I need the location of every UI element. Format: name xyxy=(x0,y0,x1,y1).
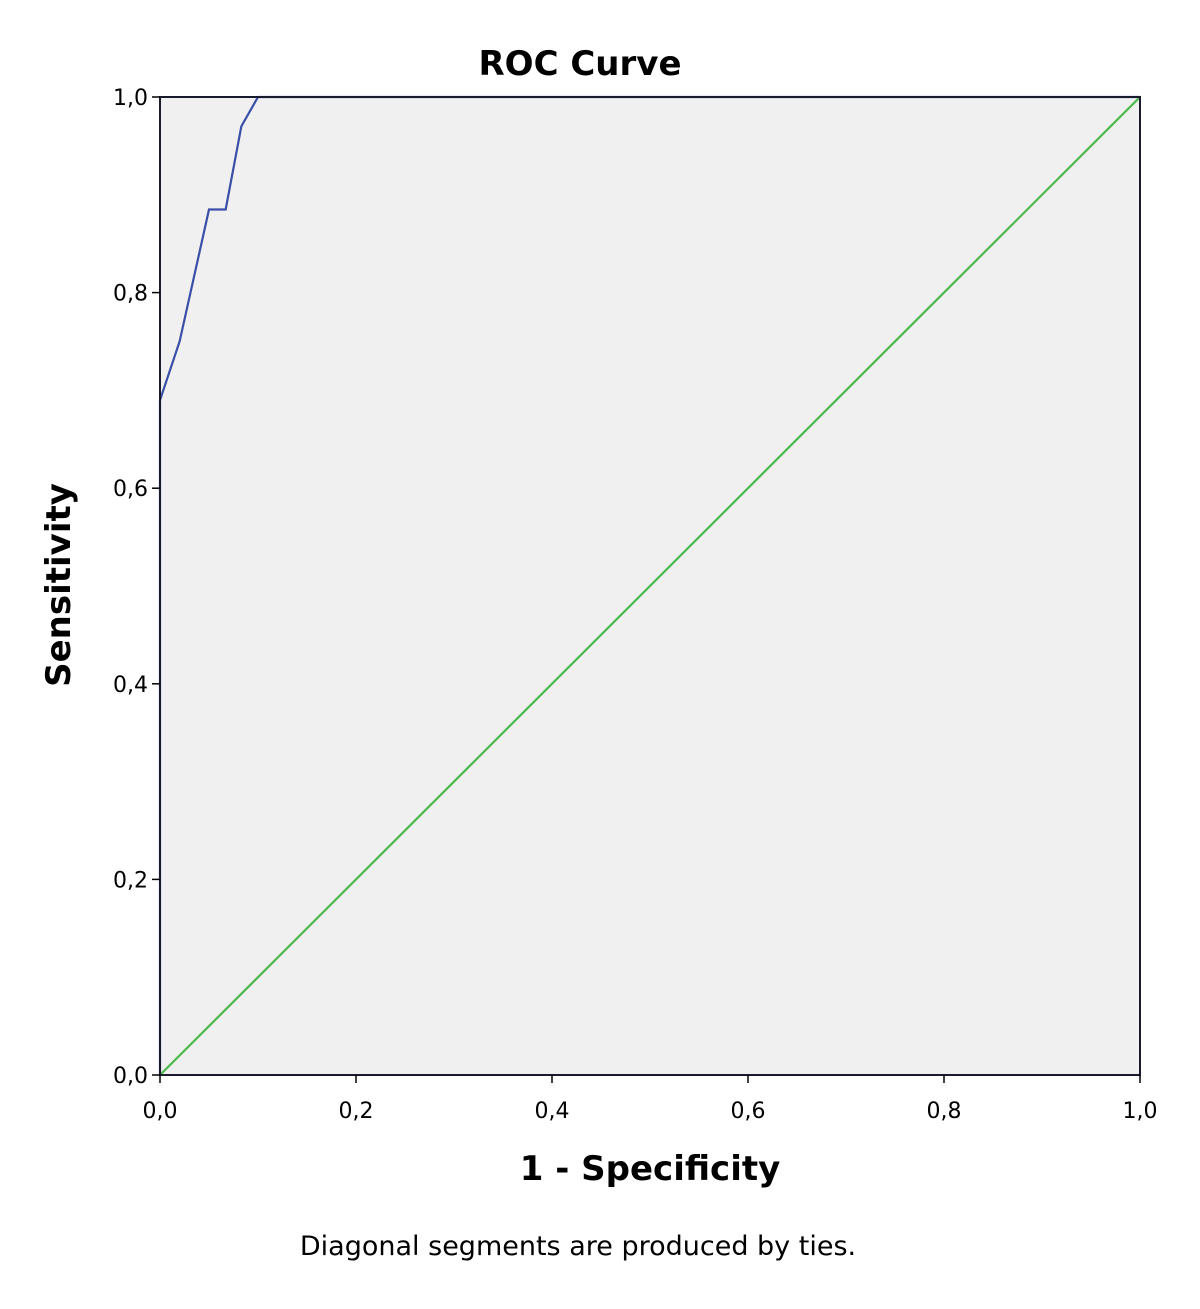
x-tick-label: 0,0 xyxy=(143,1099,178,1124)
y-axis-title: Sensitivity xyxy=(39,483,79,687)
y-tick-label: 0,4 xyxy=(113,673,148,698)
series-layer xyxy=(158,95,1141,1076)
x-tick-label: 0,8 xyxy=(927,1099,962,1124)
chart-footnote: Diagonal segments are produced by ties. xyxy=(300,1231,856,1262)
y-tick-label: 0,6 xyxy=(113,477,148,502)
reference-diagonal-line xyxy=(159,96,1141,1076)
plot-frame xyxy=(159,96,1141,1076)
x-tick-label: 1,0 xyxy=(1123,1099,1158,1124)
y-tick-label: 0,2 xyxy=(113,868,148,893)
x-axis: 0,0 0,2 0,4 0,6 0,8 1,0 xyxy=(143,1075,1158,1124)
roc-curve-line xyxy=(158,95,1140,1075)
y-tick-label: 1,0 xyxy=(113,86,148,111)
y-axis: 0,0 0,2 0,4 0,6 0,8 1,0 xyxy=(113,86,160,1089)
y-tick-label: 0,8 xyxy=(113,282,148,307)
y-tick-label: 0,0 xyxy=(113,1064,148,1089)
x-tick-label: 0,6 xyxy=(731,1099,766,1124)
x-tick-label: 0,4 xyxy=(535,1099,570,1124)
chart-title: ROC Curve xyxy=(478,44,681,84)
x-axis-title: 1 - Specificity xyxy=(520,1149,781,1189)
x-tick-label: 0,2 xyxy=(339,1099,374,1124)
